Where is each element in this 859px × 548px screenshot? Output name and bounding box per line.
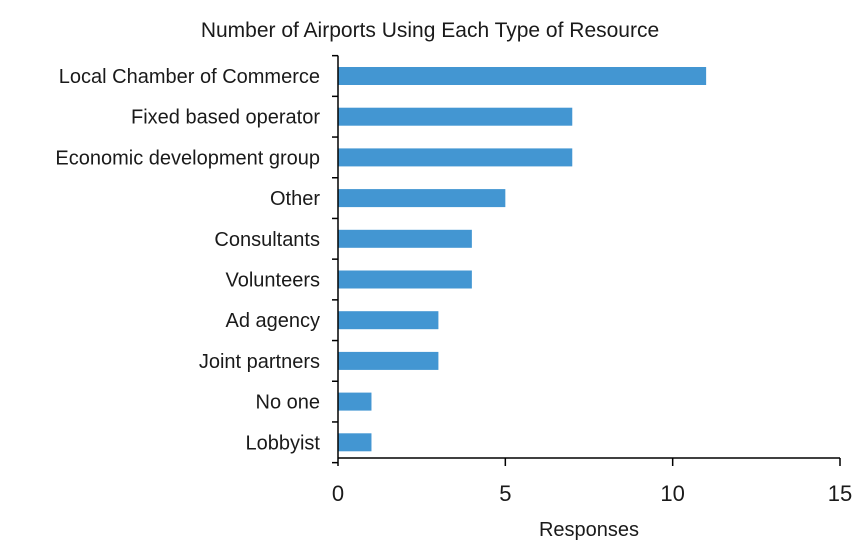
category-label: No one (256, 392, 321, 414)
x-tick-label: 0 (332, 481, 344, 506)
bar-no-one (338, 392, 372, 411)
bar-ad-agency (338, 311, 439, 330)
category-label: Joint partners (199, 351, 320, 373)
bar-local-chamber-of-commerce (338, 67, 707, 85)
bar-volunteers (338, 270, 472, 289)
category-label: Ad agency (225, 310, 320, 332)
category-label: Fixed based operator (131, 107, 320, 129)
category-label: Other (270, 188, 320, 210)
category-label: Economic development group (55, 147, 320, 169)
category-label: Lobbyist (246, 432, 321, 454)
bar-lobbyist (338, 433, 372, 452)
category-label: Volunteers (225, 270, 320, 292)
bar-joint-partners (338, 351, 439, 370)
x-axis: 0 5 10 15 (332, 457, 852, 506)
chart-title: Number of Airports Using Each Type of Re… (201, 19, 659, 42)
bar-economic-development-group (338, 148, 573, 167)
bar-other (338, 189, 506, 208)
bar-consultants (338, 229, 472, 248)
x-axis-title: Responses (539, 519, 639, 541)
x-tick-label: 5 (499, 481, 511, 506)
y-axis: Local Chamber of Commerce Fixed based ope… (55, 54, 339, 464)
category-label: Consultants (214, 229, 320, 251)
bars-layer (338, 67, 707, 452)
category-label: Local Chamber of Commerce (59, 66, 320, 88)
x-tick-label: 15 (828, 481, 852, 506)
bar-fixed-based-operator (338, 107, 573, 126)
x-tick-label: 10 (660, 481, 684, 506)
